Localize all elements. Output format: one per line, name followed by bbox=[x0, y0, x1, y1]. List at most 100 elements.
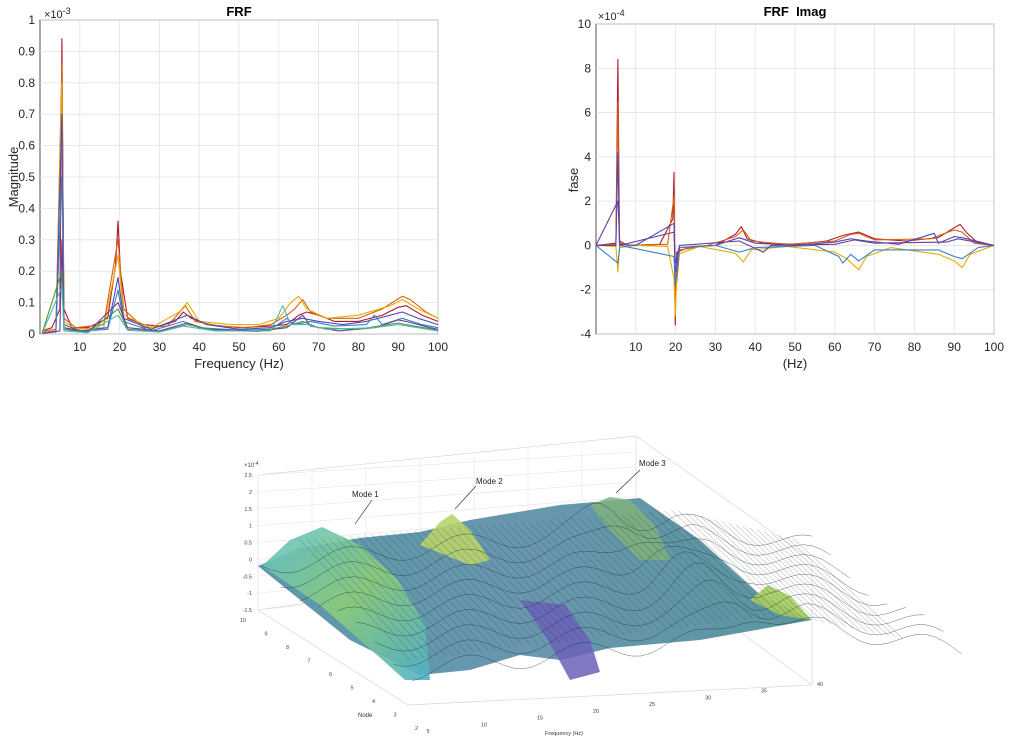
mesh-line bbox=[721, 521, 832, 625]
y-tick-label: 0.8 bbox=[18, 76, 35, 90]
y-tick-label: 10 bbox=[578, 17, 592, 31]
y-tick-label: 0.9 bbox=[18, 44, 35, 58]
mesh-line bbox=[728, 522, 839, 626]
y-axis-label: fase bbox=[566, 168, 581, 193]
z-exponent-label: ×10-4 bbox=[244, 461, 259, 469]
x-tick-label: 60 bbox=[828, 340, 842, 354]
mesh-line bbox=[742, 526, 853, 629]
mesh-line bbox=[261, 503, 813, 574]
y-tick-label: 6 bbox=[584, 106, 591, 120]
mesh-line bbox=[355, 562, 906, 637]
x-tick-label: 35 bbox=[761, 689, 767, 695]
y-exponent-label: ×10-3 bbox=[44, 6, 71, 21]
z-tick-label: -0.5 bbox=[243, 574, 252, 580]
y-tick-label: 9 bbox=[264, 632, 267, 638]
mesh-line bbox=[321, 538, 432, 658]
mesh-line bbox=[764, 531, 875, 633]
x-axis-label: Frequency (Hz) bbox=[545, 731, 583, 737]
x-tick-label: 40 bbox=[193, 340, 207, 354]
z-tick-label: -1.5 bbox=[243, 608, 252, 614]
x-tick-label: 70 bbox=[312, 340, 326, 354]
mesh-line bbox=[335, 537, 446, 656]
mesh-line bbox=[557, 519, 668, 630]
y-tick-label: 10 bbox=[240, 618, 246, 624]
mesh-line bbox=[628, 513, 739, 621]
annotation-mode-3: Mode 3 bbox=[639, 459, 666, 468]
x-tick-labels: 10 20 30 40 50 60 70 80 90 100 bbox=[629, 340, 1004, 354]
mesh-line bbox=[399, 531, 511, 649]
series-line-5 bbox=[595, 244, 995, 286]
x-tick-label: 40 bbox=[749, 340, 763, 354]
mesh-line bbox=[442, 528, 553, 643]
mesh-line bbox=[299, 539, 411, 661]
annotation-arrow bbox=[454, 485, 477, 510]
mesh-line bbox=[571, 518, 682, 628]
mesh-line bbox=[621, 514, 732, 622]
z-tick-label: 2 bbox=[249, 490, 252, 496]
mesh-line bbox=[785, 536, 896, 638]
x-tick-label: 40 bbox=[817, 682, 823, 688]
mesh-line bbox=[457, 527, 568, 642]
mesh-line bbox=[664, 510, 775, 617]
mesh-line bbox=[685, 512, 796, 618]
x-tick-label: 10 bbox=[73, 340, 87, 354]
mesh-line bbox=[735, 524, 846, 628]
mesh-line bbox=[485, 525, 596, 638]
y-tick-label: 4 bbox=[584, 150, 591, 164]
mesh-line bbox=[778, 534, 889, 636]
y-tick-labels: 0 0.1 0.2 0.3 0.4 0.5 0.6 0.7 0.8 0.9 1 bbox=[18, 13, 35, 341]
y-tick-label: 1 bbox=[28, 13, 35, 27]
mesh-line bbox=[771, 533, 882, 635]
mesh-line bbox=[749, 527, 861, 631]
mesh-line bbox=[349, 535, 461, 655]
y-tick-label: -2 bbox=[580, 283, 591, 297]
mesh-line bbox=[414, 530, 525, 647]
mesh-line bbox=[592, 516, 703, 625]
x-tick-label: 90 bbox=[392, 340, 406, 354]
mesh-line bbox=[385, 533, 496, 650]
x-tick-label: 50 bbox=[232, 340, 246, 354]
mesh-line bbox=[507, 523, 618, 636]
grid-line bbox=[257, 451, 637, 476]
grid-line bbox=[257, 496, 637, 526]
y-tick-label: 0.6 bbox=[18, 139, 35, 153]
annotation-arrow bbox=[615, 469, 641, 494]
chart-title: FRF Imag bbox=[764, 4, 827, 19]
z-tick-label: 2.5 bbox=[244, 473, 252, 479]
z-tick-label: 1.5 bbox=[244, 507, 252, 513]
mesh-line bbox=[478, 525, 589, 639]
x-tick-label: 30 bbox=[705, 695, 711, 701]
series-line-7 bbox=[41, 270, 439, 334]
x-tick-label: 70 bbox=[868, 340, 882, 354]
mesh-line bbox=[374, 579, 925, 652]
mesh-line bbox=[657, 511, 768, 618]
mesh-line bbox=[280, 523, 831, 589]
grid-lines bbox=[596, 23, 995, 335]
mesh-line bbox=[492, 524, 603, 637]
mesh-line bbox=[378, 533, 489, 651]
annotation-arrow bbox=[354, 499, 373, 525]
x-tick-label: 20 bbox=[669, 340, 683, 354]
y-tick-label: 8 bbox=[286, 645, 289, 651]
y-tick-label: 4 bbox=[372, 699, 375, 705]
z-tick-label: 0 bbox=[249, 557, 252, 563]
y-exponent-label: ×10-4 bbox=[598, 8, 625, 23]
mesh-line bbox=[357, 535, 468, 654]
mesh-line bbox=[371, 534, 482, 652]
mesh-line bbox=[449, 527, 561, 643]
x-tick-label: 90 bbox=[948, 340, 962, 354]
mesh-line bbox=[421, 530, 532, 646]
mesh-line bbox=[607, 515, 718, 624]
grid-line bbox=[257, 466, 637, 493]
mesh-line bbox=[699, 515, 811, 621]
y-tick-label: 0.2 bbox=[18, 264, 35, 278]
mesh-line bbox=[792, 538, 903, 639]
mesh-line bbox=[435, 529, 546, 644]
series-line-6 bbox=[595, 200, 995, 264]
y-tick-label: 0.5 bbox=[18, 170, 35, 184]
x-tick-label: 10 bbox=[481, 722, 487, 728]
mesh-line bbox=[428, 529, 539, 645]
mesh-line bbox=[614, 514, 725, 623]
x-tick-label: 100 bbox=[428, 340, 448, 354]
x-tick-label: 80 bbox=[908, 340, 922, 354]
